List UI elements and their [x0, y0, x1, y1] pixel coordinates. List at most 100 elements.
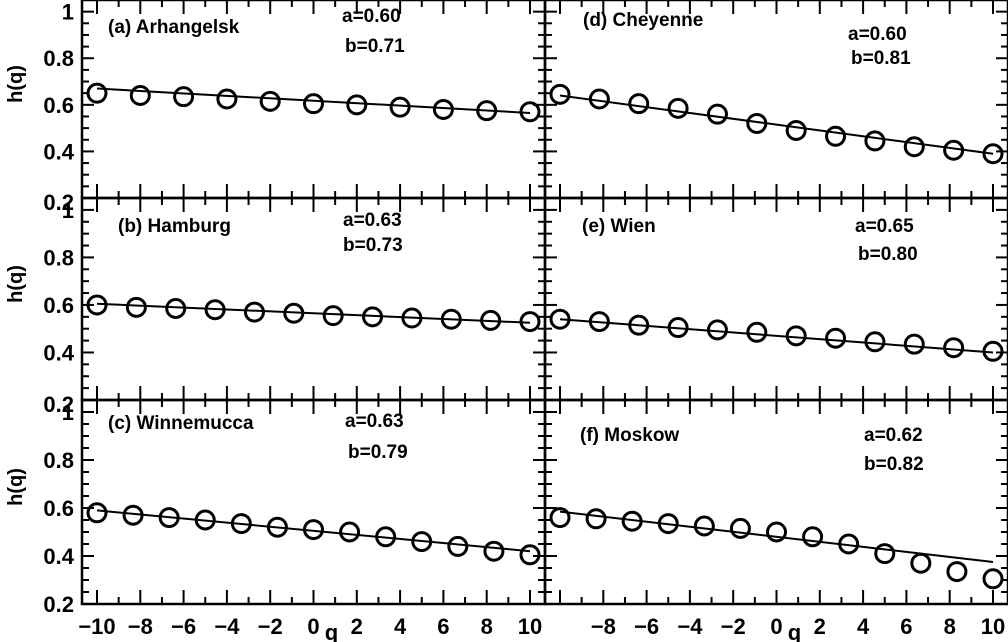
param-a-label: a=0.63: [343, 210, 402, 231]
x-tick-label: 6: [437, 614, 449, 639]
y-axis-label: h(q): [5, 265, 27, 303]
data-point: [216, 88, 238, 110]
y-tick-label: 0.6: [43, 496, 74, 521]
data-point: [785, 119, 807, 141]
data-point: [266, 516, 288, 538]
y-tick-label: 1: [62, 0, 74, 25]
data-point: [440, 308, 462, 330]
y-tick-label: 0.4: [43, 544, 74, 569]
panel-b: (b) Hamburg a=0.63 b=0.73 0.4 0.6 0.8 1 h(q): [5, 196, 547, 402]
fit-line: [559, 510, 994, 563]
data-point: [86, 502, 108, 524]
param-b-label: b=0.79: [348, 442, 408, 463]
data-point: [982, 568, 1004, 590]
y-tick-label: 0.6: [43, 293, 74, 318]
panel-a: (a) Arhangelsk a=0.60 b=0.71 0.4 0.6 0.8 1 h(q): [5, 0, 547, 200]
data-point: [667, 317, 689, 339]
x-tick-label: −2: [721, 614, 746, 639]
x-tick-label: 10: [518, 614, 542, 639]
data-point: [375, 526, 397, 548]
x-tick-label: −4: [677, 614, 703, 639]
panel-label: (d) Cheyenne: [583, 10, 703, 31]
data-point: [621, 510, 643, 532]
data-point: [194, 509, 216, 531]
data-point: [838, 533, 860, 555]
data-point: [910, 552, 932, 574]
data-point: [982, 340, 1004, 362]
param-a-label: a=0.65: [855, 216, 914, 237]
data-point: [303, 519, 324, 541]
panel-label: (b) Hamburg: [118, 216, 231, 237]
data-point: [785, 325, 807, 347]
x-tick-label: 10: [981, 614, 1005, 639]
data-point: [657, 513, 679, 535]
x-tick-label: 8: [481, 614, 493, 639]
data-point: [476, 100, 498, 122]
data-point: [243, 301, 265, 323]
x-axis-label: q: [325, 620, 338, 642]
param-b-label: b=0.73: [343, 235, 403, 256]
data-point: [943, 337, 965, 359]
x-tick-label: 4: [394, 614, 407, 639]
x-tick-label: 4: [857, 614, 870, 639]
data-point: [946, 561, 968, 583]
data-point: [585, 508, 607, 530]
data-point: [874, 543, 896, 565]
y-tick-label: 0.2: [43, 392, 74, 417]
data-point: [766, 521, 787, 543]
data-point: [706, 103, 728, 125]
data-point: [628, 93, 650, 115]
y-tick-label: 0.4: [43, 340, 74, 365]
x-tick-label: −10: [78, 614, 115, 639]
data-point: [259, 90, 281, 112]
data-point: [903, 136, 925, 158]
data-point: [549, 308, 571, 330]
x-tick-label: −4: [214, 614, 240, 639]
data-point: [122, 504, 144, 526]
data-point: [746, 112, 768, 134]
data-point: [303, 93, 324, 115]
data-point: [165, 298, 187, 320]
data-point: [86, 82, 108, 104]
data-point: [825, 125, 847, 147]
x-tick-label: −8: [128, 614, 153, 639]
x-tick-label: 8: [944, 614, 956, 639]
data-point: [746, 321, 768, 343]
data-point: [802, 526, 824, 548]
panel-c: (c) Winnemucca a=0.63 b=0.79 0.2 0.4 0.6 0.8 1 h…: [5, 398, 547, 617]
data-point: [628, 314, 650, 336]
data-point: [362, 306, 384, 328]
param-b-label: b=0.82: [864, 454, 924, 475]
data-point: [230, 513, 252, 535]
data-point: [825, 327, 847, 349]
data-point: [204, 299, 226, 321]
data-point: [125, 296, 147, 318]
param-a-label: a=0.63: [345, 411, 404, 432]
data-point: [401, 307, 423, 329]
data-point: [158, 507, 180, 529]
y-tick-label: 0.4: [43, 139, 74, 164]
x-axis-label: q: [788, 620, 801, 642]
param-b-label: b=0.80: [858, 244, 918, 265]
data-point: [549, 507, 571, 529]
x-tick-label: 6: [900, 614, 912, 639]
data-point: [864, 331, 886, 353]
data-point: [903, 333, 925, 355]
param-b-label: b=0.81: [851, 48, 911, 69]
data-point: [943, 139, 965, 161]
param-a-label: a=0.60: [342, 6, 401, 27]
data-point: [483, 540, 505, 562]
x-tick-label: 0: [770, 614, 782, 639]
x-tick-label: −6: [634, 614, 659, 639]
param-a-label: a=0.60: [848, 24, 907, 45]
data-point: [322, 305, 344, 327]
panel-label: (e) Wien: [582, 216, 656, 237]
x-tick-label: −6: [171, 614, 196, 639]
y-tick-label: 0.2: [43, 190, 74, 215]
param-a-label: a=0.62: [864, 425, 923, 446]
x-tick-label: 2: [814, 614, 826, 639]
data-point: [729, 517, 751, 539]
panel-label: (f) Moskow: [580, 425, 679, 446]
data-point: [339, 521, 361, 543]
data-point: [549, 83, 571, 105]
